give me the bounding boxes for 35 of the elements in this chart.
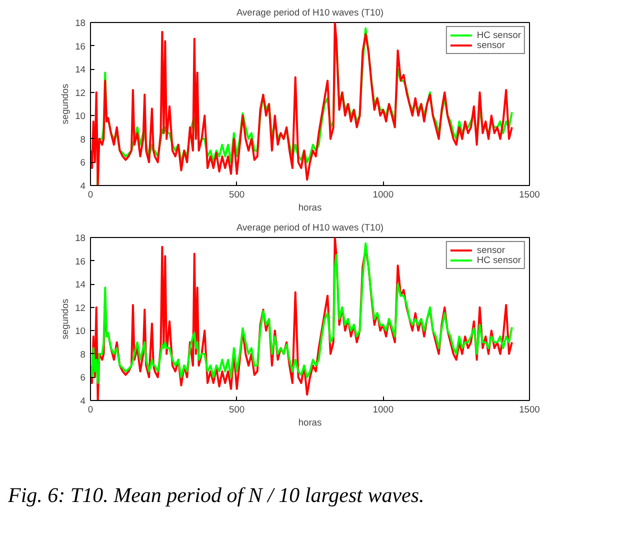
x-tick-label: 1500 — [519, 404, 540, 414]
y-tick-label: 6 — [80, 372, 86, 383]
y-tick-label: 4 — [80, 181, 86, 191]
y-axis-title: segundos — [60, 298, 70, 340]
y-tick-label: 10 — [75, 326, 86, 336]
y-tick-label: 10 — [75, 111, 86, 122]
x-tick-label: 1500 — [519, 190, 540, 200]
y-tick-label: 8 — [80, 134, 86, 144]
x-tick-label: 0 — [88, 190, 94, 200]
y-tick-label: 8 — [80, 349, 86, 360]
chart-title: Average period of H10 waves (T10) — [236, 222, 384, 232]
y-tick-label: 6 — [80, 158, 86, 168]
y-tick-label: 12 — [75, 302, 86, 313]
x-tick-label: 0 — [88, 404, 94, 414]
y-tick-label: 18 — [75, 18, 86, 28]
legend-label: HC sensor — [476, 30, 521, 40]
x-tick-label: 500 — [229, 404, 245, 414]
legend-label: sensor — [476, 40, 505, 50]
x-tick-label: 500 — [229, 190, 245, 200]
y-tick-label: 14 — [75, 64, 86, 75]
y-tick-label: 14 — [75, 280, 86, 290]
y-tick-label: 12 — [75, 88, 86, 98]
x-axis-title: horas — [298, 418, 322, 428]
y-tick-label: 18 — [75, 233, 86, 243]
legend-label: HC sensor — [476, 255, 521, 265]
y-tick-label: 16 — [75, 256, 86, 266]
y-axis-title: segundos — [60, 83, 70, 124]
legend-label: sensor — [476, 245, 505, 255]
x-tick-label: 1000 — [372, 190, 394, 200]
x-axis-title: horas — [298, 202, 322, 212]
y-tick-label: 4 — [80, 396, 86, 406]
caption: Fig. 6: T10. Mean period of N / 10 largest waves. — [8, 482, 424, 509]
y-tick-label: 16 — [75, 41, 86, 52]
chart-title: Average period of H10 waves (T10) — [236, 8, 384, 18]
x-tick-label: 1000 — [372, 404, 394, 414]
